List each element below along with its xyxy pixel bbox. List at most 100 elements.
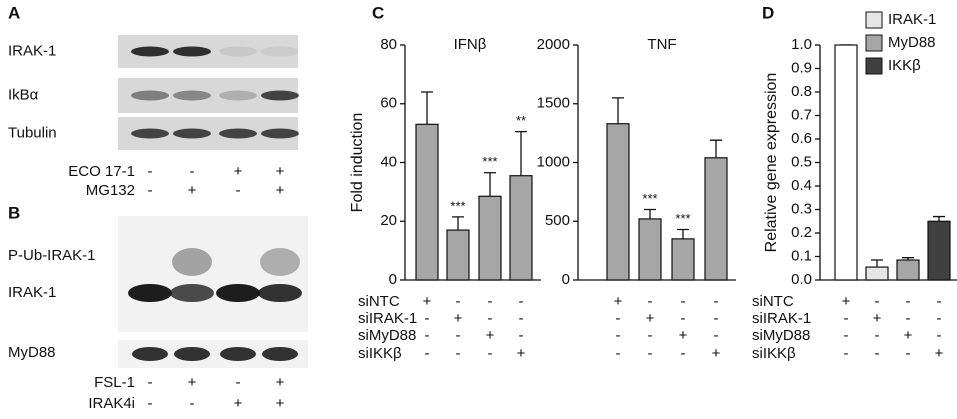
condition-sign: + <box>873 310 882 327</box>
condition-sign: - <box>616 327 621 344</box>
condition-sign: - <box>714 327 719 344</box>
blot-band <box>219 46 257 57</box>
condition-sign: + <box>234 163 243 180</box>
condition-label: IRAK4i <box>88 395 135 412</box>
blot-band <box>132 347 168 361</box>
blot-band <box>173 128 211 139</box>
legend-label: IKKβ <box>888 57 921 74</box>
error-bar <box>452 216 464 231</box>
condition-label: siIKKβ <box>752 345 796 362</box>
error-bar <box>933 215 945 222</box>
y-tick-label: 80 <box>380 36 397 53</box>
condition-sign: - <box>906 310 911 327</box>
bar <box>415 123 439 281</box>
y-tick-label: 0 <box>562 271 570 288</box>
panel-label: B <box>8 203 20 222</box>
condition-sign: - <box>681 310 686 327</box>
condition-sign: - <box>519 327 524 344</box>
panel-label: D <box>762 3 774 22</box>
condition-sign: + <box>188 182 197 199</box>
condition-sign: + <box>614 293 623 310</box>
condition-sign: - <box>844 310 849 327</box>
condition-sign: - <box>425 310 430 327</box>
blot-band <box>131 90 169 101</box>
condition-sign: - <box>425 327 430 344</box>
blot-band <box>219 128 257 139</box>
bar <box>834 44 858 281</box>
y-tick-label: 0.3 <box>791 200 812 217</box>
y-tick-label: 0.7 <box>791 106 812 123</box>
condition-sign: - <box>190 163 195 180</box>
condition-label: siIRAK-1 <box>752 310 811 327</box>
error-bar <box>677 228 689 239</box>
significance: *** <box>482 154 497 169</box>
legend-swatch <box>865 57 883 75</box>
significance: *** <box>642 191 657 206</box>
legend-swatch <box>865 11 883 29</box>
condition-sign: + <box>188 374 197 391</box>
condition-sign: + <box>712 345 721 362</box>
condition-sign: - <box>937 293 942 310</box>
error-bar <box>484 172 496 197</box>
condition-sign: - <box>616 310 621 327</box>
blot-band <box>262 347 298 361</box>
condition-sign: + <box>276 163 285 180</box>
y-tick-label: 2000 <box>537 36 570 53</box>
condition-sign: - <box>937 327 942 344</box>
condition-label: MG132 <box>86 182 135 199</box>
y-tick-label: 0.6 <box>791 130 812 147</box>
condition-sign: + <box>423 293 432 310</box>
blot-row-label: MyD88 <box>8 344 56 361</box>
condition-sign: + <box>276 182 285 199</box>
y-tick-label: 0.5 <box>791 153 812 170</box>
error-bar <box>644 208 656 219</box>
condition-sign: - <box>681 293 686 310</box>
bar <box>446 229 470 281</box>
condition-sign: - <box>906 293 911 310</box>
condition-sign: - <box>148 374 153 391</box>
significance: *** <box>450 198 465 213</box>
condition-label: ECO 17-1 <box>68 163 135 180</box>
condition-sign: - <box>714 293 719 310</box>
error-bar <box>871 259 883 268</box>
y-tick-label: 40 <box>380 153 397 170</box>
condition-sign: + <box>679 327 688 344</box>
legend-label: IRAK-1 <box>888 11 936 28</box>
y-tick-label: 60 <box>380 95 397 112</box>
condition-sign: + <box>276 395 285 412</box>
condition-sign: + <box>904 327 913 344</box>
condition-sign: + <box>454 310 463 327</box>
y-tick-label: 0.2 <box>791 224 812 241</box>
condition-sign: - <box>844 327 849 344</box>
condition-sign: - <box>190 395 195 412</box>
condition-sign: - <box>937 310 942 327</box>
condition-sign: + <box>234 395 243 412</box>
blot-band <box>170 284 214 302</box>
y-tick-label: 0.4 <box>791 177 812 194</box>
blot-band <box>261 90 299 101</box>
condition-sign: - <box>488 310 493 327</box>
condition-label: siNTC <box>752 293 794 310</box>
chart-title: TNF <box>647 36 676 53</box>
y-tick-label: 1000 <box>537 153 570 170</box>
y-tick-label: 0.1 <box>791 247 812 264</box>
blot-row-label: P-Ub-IRAK-1 <box>8 247 96 264</box>
condition-sign: + <box>935 345 944 362</box>
blot-band <box>173 90 211 101</box>
bar <box>509 175 533 281</box>
condition-sign: - <box>648 327 653 344</box>
blot-band <box>220 347 256 361</box>
error-bar <box>515 131 527 176</box>
blot-row-label: IRAK-1 <box>8 42 56 59</box>
blot-band <box>260 248 300 276</box>
condition-sign: - <box>425 345 430 362</box>
blot-row-label: IRAK-1 <box>8 284 56 301</box>
condition-sign: + <box>486 327 495 344</box>
condition-sign: - <box>906 345 911 362</box>
blot-band <box>219 90 257 101</box>
condition-sign: - <box>519 293 524 310</box>
bar <box>638 218 662 281</box>
y-tick-label: 1.0 <box>791 36 812 53</box>
condition-sign: - <box>519 310 524 327</box>
blot-band <box>261 46 299 57</box>
